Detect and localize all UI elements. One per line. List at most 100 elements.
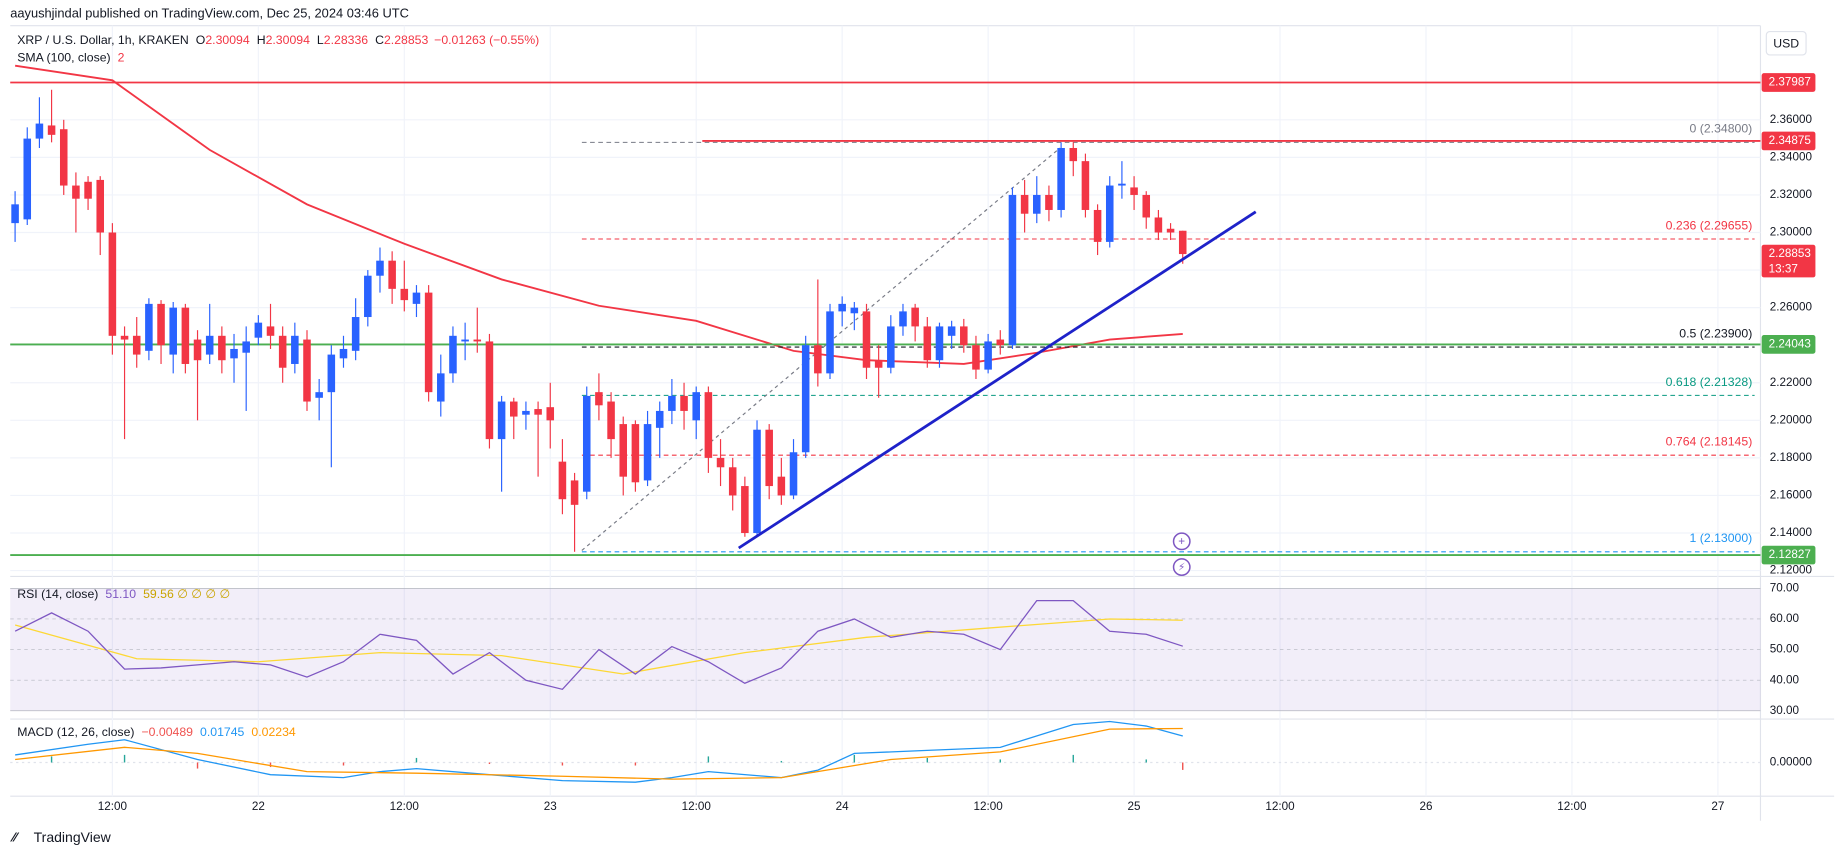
candle-body xyxy=(996,339,1005,346)
macd-legend-label: MACD (12, 26, close) xyxy=(17,725,134,739)
x-tick-label: 22 xyxy=(252,800,265,813)
alert-icon[interactable] xyxy=(1172,532,1191,551)
candle-body xyxy=(741,486,749,534)
candle-body xyxy=(339,348,348,359)
macd-histogram-bar xyxy=(707,756,710,763)
candle-body xyxy=(668,395,676,411)
x-tick-label: 25 xyxy=(1128,800,1142,813)
event-icon[interactable] xyxy=(1172,558,1191,576)
currency-button[interactable] xyxy=(1765,30,1807,56)
price-badge-label: 2.28853 xyxy=(1769,247,1811,260)
y-tick-label: 2.20000 xyxy=(1770,413,1813,426)
candle-body xyxy=(777,476,786,496)
candle-body xyxy=(850,307,859,314)
fib-label: 0.618 (2.21328) xyxy=(1666,375,1753,389)
plot: 12:00 22 12:00 23 12:00 24 12:00 25 12:00 26 12:00… xyxy=(10,25,1816,813)
macd-tick-label: 0.00000 xyxy=(1770,756,1813,769)
rsi-band xyxy=(10,588,1761,711)
published: aayushjindal published on TradingView.co… xyxy=(10,5,409,20)
legend-title: XRP / U.S. Dollar, 1h, KRAKEN xyxy=(17,33,189,47)
candle-body xyxy=(108,232,117,336)
rsi-legend: RSI (14, close) 51.10 59.56 ∅ ∅ ∅ ∅ xyxy=(17,587,230,601)
macd-histogram-bar xyxy=(1145,759,1147,763)
legend-ohlc-key: O xyxy=(196,33,206,47)
y-tick-label: 2.16000 xyxy=(1770,489,1813,502)
fib-label: 0.236 (2.29655) xyxy=(1666,218,1753,232)
candle-body xyxy=(1118,183,1126,186)
legend-change: −0.01263 (−0.55%) xyxy=(434,33,539,47)
legend-ohlc-key: L xyxy=(317,33,324,47)
candle-body xyxy=(814,345,822,374)
candle-body xyxy=(960,326,968,346)
rsi-tick-label: 40.00 xyxy=(1770,673,1800,686)
signal-line xyxy=(15,727,1183,780)
candle-body xyxy=(242,341,250,353)
candle-body xyxy=(643,424,652,481)
candle-body xyxy=(765,429,773,487)
candle-body xyxy=(47,125,56,135)
price-badge xyxy=(1761,131,1816,151)
legend-ohlc-value: 2.30094 xyxy=(205,33,250,47)
y-tick-label: 2.36000 xyxy=(1770,113,1813,126)
candle-body xyxy=(607,401,615,440)
candle-body xyxy=(887,326,895,368)
y-tick-label: 2.30000 xyxy=(1770,226,1813,239)
x-tick-label: 26 xyxy=(1419,800,1432,813)
x-tick-label: 12:00 xyxy=(682,800,712,813)
price-badge-label: 2.24043 xyxy=(1769,337,1811,350)
x-tick-label: 12:00 xyxy=(973,800,1003,813)
countdown: 13:37 xyxy=(1769,262,1798,275)
candle-body xyxy=(692,392,700,421)
sma-legend-value: 2 xyxy=(118,51,125,65)
y-tick-label: 2.34000 xyxy=(1770,150,1813,163)
currency: USD xyxy=(1773,37,1799,51)
candle-body xyxy=(497,401,506,440)
legend-ohlc-key: H xyxy=(257,33,266,47)
brand: TradingView xyxy=(34,829,112,845)
candle-body xyxy=(254,322,263,338)
candle-body xyxy=(376,260,384,276)
y-tick-label: 2.18000 xyxy=(1770,451,1813,464)
y-tick-label: 2.14000 xyxy=(1770,526,1813,539)
sma-line xyxy=(14,64,1183,365)
candle-body xyxy=(1093,209,1102,242)
macd-line xyxy=(15,720,1183,783)
candle-body xyxy=(704,392,713,458)
candle-body xyxy=(230,348,238,359)
x-tick-label: 23 xyxy=(544,800,557,813)
sma-legend-label: SMA (100, close) xyxy=(17,51,110,65)
candle-body xyxy=(1045,194,1053,210)
macd-histogram-bar xyxy=(342,762,345,766)
candle-body xyxy=(364,275,372,318)
logo-mark: ⁄⁄ xyxy=(10,830,20,845)
fib-diagonal xyxy=(581,147,1061,551)
candle-body xyxy=(351,317,360,351)
candle-body xyxy=(619,424,628,477)
candle-body xyxy=(947,326,956,336)
candle-body xyxy=(145,303,153,351)
candle-body xyxy=(801,345,810,453)
candle-body xyxy=(181,307,190,364)
candle-body xyxy=(35,123,44,139)
candle-body xyxy=(546,407,555,421)
rsi-tick-label: 60.00 xyxy=(1770,612,1800,625)
macd-histogram-bar xyxy=(50,756,53,763)
candle-body xyxy=(11,204,19,224)
rsi-line xyxy=(14,599,1183,691)
candle-body xyxy=(449,335,457,374)
candle-body xyxy=(193,339,202,361)
candle-body xyxy=(899,311,907,327)
candle-body xyxy=(1178,230,1187,255)
x-tick-label: 12:00 xyxy=(98,800,128,813)
price-badge xyxy=(1761,73,1816,92)
candle-body xyxy=(1069,147,1078,162)
candle-body xyxy=(266,326,275,336)
candle-body xyxy=(1130,187,1138,195)
fib-label: 0 (2.34800) xyxy=(1690,122,1753,136)
candle-body xyxy=(923,326,932,361)
alert-icon-glyph: + xyxy=(1178,535,1185,548)
price-badge-label: 2.34875 xyxy=(1769,134,1812,147)
candle-body xyxy=(935,326,944,361)
